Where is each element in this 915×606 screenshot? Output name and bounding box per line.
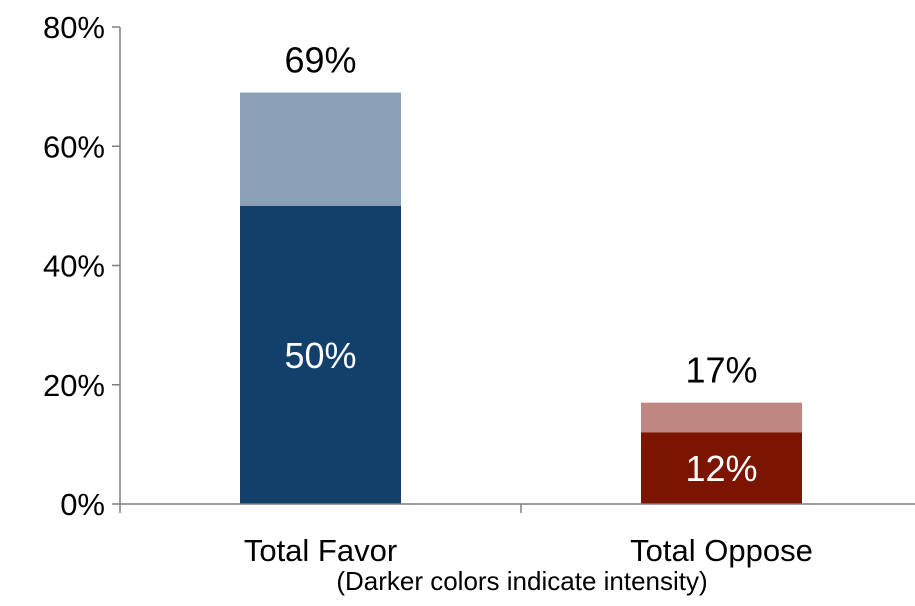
bars: [240, 92, 802, 504]
category-label: Total Favor: [244, 533, 397, 568]
y-tick-label: 60%: [43, 129, 105, 164]
bar-segment-light: [240, 92, 401, 206]
y-tick-label: 0%: [60, 487, 105, 522]
bar-labels: 69% 50% Total Favor 17% 12% Total Oppose: [244, 40, 813, 568]
strong-label: 50%: [284, 335, 356, 376]
total-label: 69%: [284, 40, 356, 81]
y-tick-label: 80%: [43, 10, 105, 45]
bar-segment-strong: [240, 205, 401, 504]
category-label: Total Oppose: [630, 533, 813, 568]
x-ticks: [119, 504, 522, 513]
chart-note: (Darker colors indicate intensity): [336, 566, 707, 596]
y-tick-label: 40%: [43, 249, 105, 284]
y-tick-label: 20%: [43, 368, 105, 403]
bar-segment-strong: [641, 432, 802, 504]
strong-label: 12%: [685, 448, 757, 489]
total-label: 17%: [685, 350, 757, 391]
bar-segment-light: [641, 402, 802, 433]
y-ticks: 0% 20% 40% 60% 80%: [43, 10, 120, 522]
